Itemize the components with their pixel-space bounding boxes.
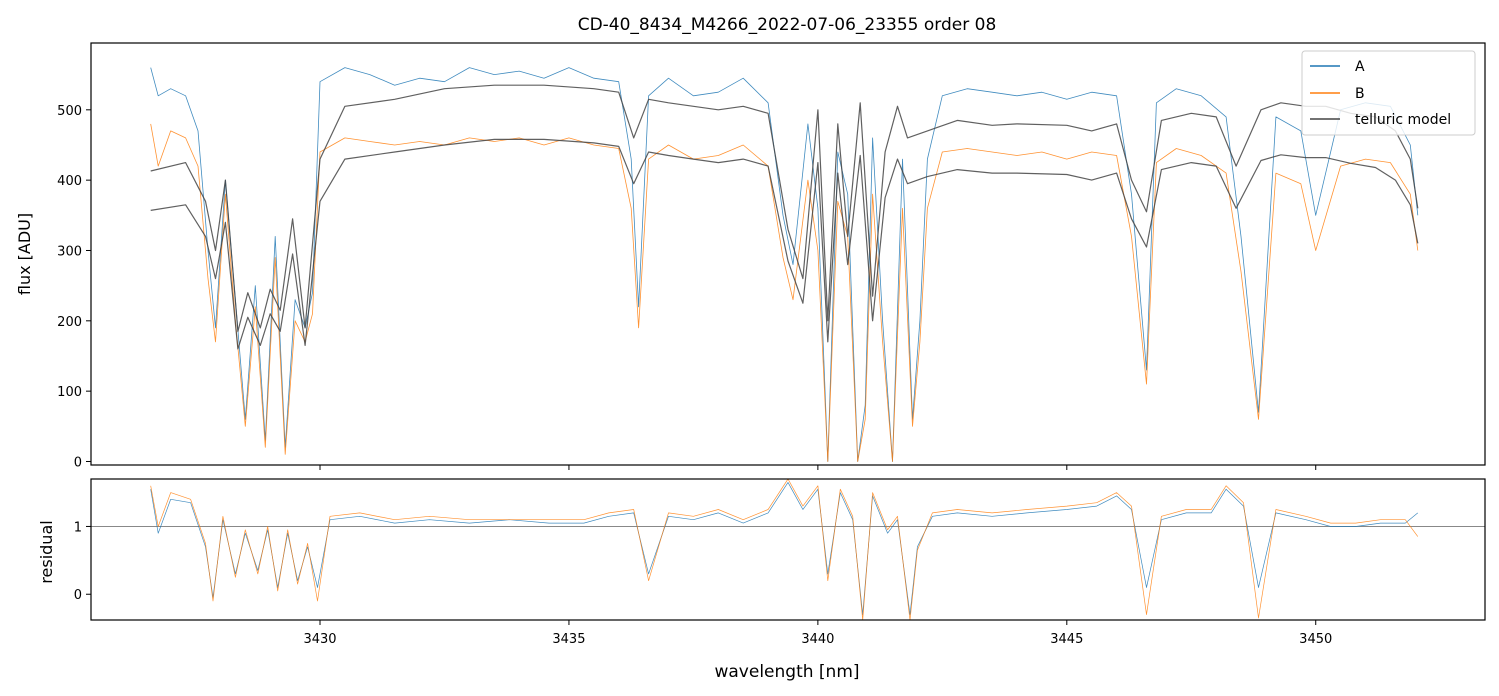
top-ytick-label: 300 bbox=[57, 244, 82, 259]
legend-label-a: A bbox=[1355, 59, 1365, 75]
chart-title: CD-40_8434_M4266_2022-07-06_23355 order … bbox=[578, 15, 997, 35]
top-ytick-label: 400 bbox=[57, 174, 82, 189]
bottom-xtick-label: 3430 bbox=[303, 632, 336, 647]
top-series-layer bbox=[150, 67, 1419, 462]
top-axes-frame bbox=[90, 42, 1486, 466]
bottom-xtick-label: 3440 bbox=[801, 632, 834, 647]
top-x-ticks bbox=[319, 465, 1317, 470]
legend-box bbox=[1301, 50, 1476, 136]
top-ytick-label: 200 bbox=[57, 315, 82, 330]
legend: A B telluric model bbox=[1301, 50, 1476, 136]
series-line-a-0 bbox=[150, 482, 1419, 615]
bottom-xtick-label: 3435 bbox=[552, 632, 585, 647]
series-line-b-1 bbox=[150, 123, 1419, 462]
series-line-telluric-model-3 bbox=[150, 138, 1419, 350]
top-ytick-label: 0 bbox=[74, 455, 82, 470]
bottom-y-axis-label: residual bbox=[37, 520, 56, 583]
bottom-xtick-label: 3445 bbox=[1050, 632, 1083, 647]
bottom-x-ticks: 3430 3435 3440 3445 3450 bbox=[303, 620, 1332, 647]
top-y-ticks: 0 100 200 300 400 500 bbox=[57, 104, 91, 470]
legend-label-b: B bbox=[1355, 86, 1365, 102]
top-ytick-label: 100 bbox=[57, 385, 82, 400]
bottom-xtick-label: 3450 bbox=[1299, 632, 1332, 647]
bottom-plot: 01 3430 3435 3440 3445 3450 residual wavelen… bbox=[37, 478, 1486, 682]
x-axis-label: wavelength [nm] bbox=[714, 662, 859, 682]
series-line-a-0 bbox=[150, 67, 1419, 462]
bottom-ytick-label: 1 bbox=[74, 520, 82, 535]
top-y-axis-label: flux [ADU] bbox=[15, 213, 34, 295]
top-plot: 0 100 200 300 400 500 flux [ADU] A B telluric… bbox=[15, 42, 1486, 470]
bottom-ytick-label: 0 bbox=[74, 588, 82, 603]
bottom-series-layer bbox=[150, 479, 1419, 620]
bottom-y-ticks: 01 bbox=[74, 520, 91, 603]
legend-label-telluric-model: telluric model bbox=[1355, 112, 1451, 128]
series-line-telluric-model-2 bbox=[150, 84, 1419, 332]
top-ytick-label: 500 bbox=[57, 104, 82, 119]
series-line-b-1 bbox=[150, 479, 1419, 620]
bottom-axes-frame bbox=[90, 478, 1486, 621]
